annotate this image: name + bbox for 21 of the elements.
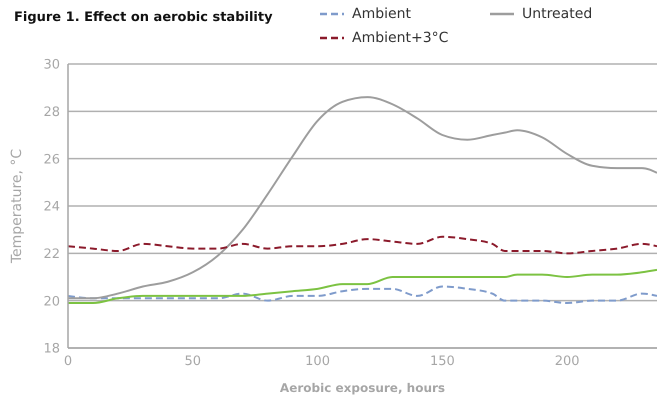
x-tick-label: 50 — [184, 354, 202, 370]
y-tick-label: 20 — [43, 294, 60, 310]
y-tick-label: 30 — [43, 58, 60, 73]
x-tick-label: 200 — [554, 354, 580, 370]
legend-label: Ambient+3°C — [352, 30, 448, 46]
x-tick-label: 100 — [305, 354, 330, 370]
x-tick-label: 150 — [430, 354, 455, 370]
y-tick-label: 28 — [43, 104, 60, 120]
y-tick-label: 24 — [43, 200, 60, 215]
line-series — [68, 268, 657, 304]
y-tick-label: 22 — [43, 246, 60, 262]
line-series — [68, 285, 657, 304]
line-series — [68, 236, 657, 254]
y-tick-label: 26 — [43, 152, 60, 168]
x-tick-label: 0 — [64, 354, 72, 370]
y-tick-label: 18 — [43, 342, 60, 357]
x-axis-title: Aerobic exposure, hours — [280, 381, 446, 395]
chart-title: Figure 1. Effect on aerobic stability — [14, 10, 273, 25]
legend-label: Untreated — [522, 6, 592, 22]
y-axis-title: Temperature, °C — [8, 148, 25, 264]
legend-label: Ambient — [352, 6, 411, 22]
